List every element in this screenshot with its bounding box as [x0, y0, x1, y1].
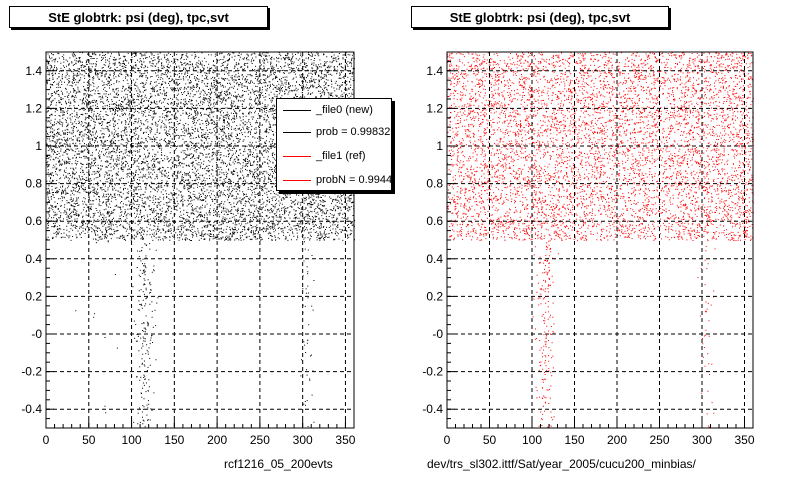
- x-tick-label: 150: [564, 433, 584, 447]
- y-tick-label: 1: [35, 139, 42, 153]
- x-tick-label: 100: [122, 433, 142, 447]
- x-tick-label: 200: [207, 433, 227, 447]
- y-tick-label: 0.2: [25, 289, 42, 303]
- legend: _file0 (new) prob = 0.998329 _file1 (ref…: [276, 98, 392, 191]
- x-tick-label: 100: [522, 433, 542, 447]
- right-scatter-panel: 0 50 100 150 200 250 300 350 -0.4 -0.2 -0 0.2 0.4 0.6…: [422, 51, 755, 447]
- right-plot-title: StE globtrk: psi (deg), tpc,svt: [411, 6, 669, 28]
- legend-label: _file0 (new): [316, 104, 373, 116]
- y-tick-label: -0: [432, 327, 443, 341]
- y-tick-label: 0.6: [25, 214, 42, 228]
- x-tick-label: 300: [293, 433, 313, 447]
- y-tick-label: 1.4: [25, 64, 42, 78]
- axes: 0 50 100 150 200 250 300 350 -0.4 -0.2 -0 0.2 0.4 0.6…: [422, 51, 755, 447]
- data-points: [46, 52, 355, 429]
- y-tick-label: -0.4: [422, 402, 443, 416]
- y-tick-label: 1.2: [25, 101, 42, 115]
- x-tick-label: 150: [164, 433, 184, 447]
- y-tick-label: 1.4: [426, 64, 443, 78]
- axes: 0 50 100 150 200 250 300 350 -0.4 -0.2 -0 0.2 0.4 0.6…: [21, 51, 356, 447]
- x-tick-label: 200: [607, 433, 627, 447]
- x-tick-label: 350: [734, 433, 754, 447]
- x-tick-label: 0: [43, 433, 50, 447]
- y-tick-label: 0.6: [426, 214, 443, 228]
- y-tick-label: -0.2: [21, 365, 42, 379]
- plot-frame-background: [447, 52, 753, 428]
- x-tick-label: 250: [649, 433, 669, 447]
- legend-line: [283, 156, 311, 157]
- legend-line: [283, 180, 311, 181]
- y-tick-label: 0.4: [25, 252, 42, 266]
- x-tick-label: 0: [444, 433, 451, 447]
- legend-label: probN = 0.99441: [316, 174, 392, 186]
- y-tick-label: 1.2: [426, 101, 443, 115]
- left-plot-footer: rcf1216_05_200evts: [224, 457, 333, 471]
- legend-entry: _file1 (ref): [277, 147, 391, 165]
- right-plot-footer: dev/trs_sl302.ittf/Sat/year_2005/cucu200…: [427, 457, 696, 471]
- legend-line: [283, 110, 311, 111]
- legend-entry: prob = 0.998329: [277, 123, 392, 141]
- y-tick-label: -0.2: [422, 365, 443, 379]
- data-points-path: [447, 52, 754, 428]
- legend-entry: _file0 (new): [277, 101, 391, 119]
- y-tick-label: 0.8: [25, 177, 42, 191]
- data-points: [447, 52, 754, 428]
- y-tick-label: 1: [436, 139, 443, 153]
- grid-lines: [447, 52, 753, 428]
- x-tick-label: 50: [483, 433, 497, 447]
- legend-line: [283, 132, 311, 133]
- y-tick-label: 0.8: [426, 177, 443, 191]
- y-tick-label: -0: [31, 327, 42, 341]
- x-tick-label: 50: [82, 433, 96, 447]
- x-tick-label: 300: [692, 433, 712, 447]
- y-tick-label: 0.4: [426, 252, 443, 266]
- left-plot-title: StE globtrk: psi (deg), tpc,svt: [9, 6, 268, 28]
- y-tick-label: -0.4: [21, 402, 42, 416]
- y-tick-label: 0.2: [426, 289, 443, 303]
- legend-label: _file1 (ref): [316, 150, 366, 162]
- x-tick-label: 350: [335, 433, 355, 447]
- x-tick-label: 250: [250, 433, 270, 447]
- legend-entry: probN = 0.99441: [277, 171, 392, 189]
- grid-lines: [46, 52, 354, 428]
- legend-label: prob = 0.998329: [316, 126, 392, 138]
- data-points-path: [46, 52, 355, 429]
